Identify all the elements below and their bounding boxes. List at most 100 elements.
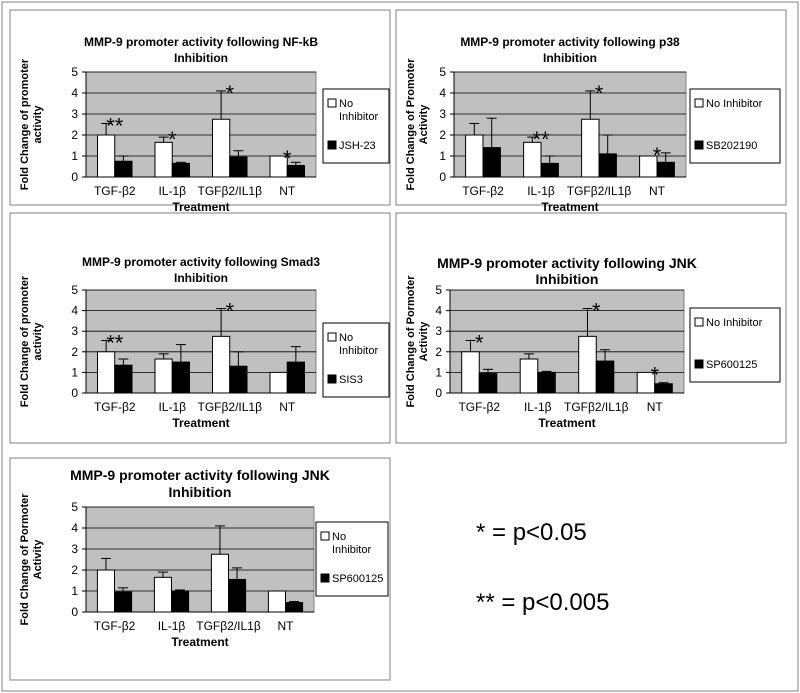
bar-no-inhibitor: [153, 576, 172, 613]
bar-inhibitor: [540, 162, 559, 178]
legend-label: Inhibitor: [332, 544, 371, 556]
legend-swatch: [694, 317, 704, 327]
significance-marker: **: [532, 127, 550, 152]
legend-swatch: [327, 374, 337, 384]
bar-inhibitor: [114, 160, 133, 178]
chart-title: MMP-9 promoter activity following p38: [460, 35, 680, 49]
bar-no-inhibitor: [97, 351, 116, 394]
legend-swatch: [694, 140, 704, 150]
bar-inhibitor: [171, 590, 190, 613]
significance-marker: *: [283, 146, 292, 171]
y-tick-label: 2: [71, 345, 78, 359]
bar-inhibitor: [595, 360, 615, 394]
y-tick-label: 4: [71, 304, 78, 318]
y-tick-label: 3: [71, 542, 78, 556]
y-tick-label: 3: [71, 107, 78, 121]
x-axis-label: Treatment: [538, 416, 595, 430]
y-axis-label-line: Fold Change of promoter: [19, 275, 31, 407]
bar-inhibitor: [482, 147, 501, 178]
category-label: TGF-β2: [462, 184, 504, 198]
legend-swatch: [320, 531, 330, 541]
chart-title: MMP-9 promoter activity following JNK: [437, 255, 697, 271]
significance-marker: *: [595, 81, 604, 106]
bar-inhibitor: [228, 578, 247, 613]
x-axis-label: Treatment: [171, 635, 228, 649]
x-axis-label: Treatment: [172, 416, 229, 430]
y-axis-label-line: Fold Change of Pormoter: [405, 275, 417, 408]
legend-swatch: [327, 332, 337, 342]
y-tick-label: 3: [435, 324, 442, 338]
category-label: IL-1β: [158, 184, 186, 198]
category-label: TGFβ2/IL1β: [567, 184, 632, 198]
bar-no-inhibitor: [212, 118, 231, 178]
y-axis-label-line: Activity: [418, 321, 430, 362]
category-label: IL-1β: [158, 400, 186, 414]
y-tick-label: 5: [71, 65, 78, 79]
chart-title: MMP-9 promoter activity following Smad3: [82, 255, 320, 269]
bar-no-inhibitor: [461, 351, 480, 394]
bar-inhibitor: [286, 361, 305, 394]
chart-title: Inhibition: [174, 51, 228, 65]
legend-label: SP600125: [332, 573, 383, 585]
category-label: TGF-β2: [94, 400, 136, 414]
bar-no-inhibitor: [212, 335, 231, 394]
x-axis-label: Treatment: [541, 200, 598, 214]
category-label: NT: [278, 619, 295, 633]
key-double-star: ** = p<0.005: [476, 589, 609, 616]
category-label: TGF-β2: [94, 184, 136, 198]
y-tick-label: 5: [71, 283, 78, 297]
category-label: TGF-β2: [458, 400, 500, 414]
chart-title: MMP-9 promoter activity following JNK: [70, 467, 330, 483]
category-label: TGFβ2/IL1β: [564, 400, 629, 414]
legend-swatch: [694, 359, 704, 369]
category-label: NT: [279, 184, 296, 198]
bar-no-inhibitor: [581, 118, 600, 178]
y-axis-label-line: activity: [32, 322, 44, 361]
category-label: TGFβ2/IL1β: [196, 619, 261, 633]
bar-no-inhibitor: [578, 335, 597, 394]
bar-no-inhibitor: [269, 371, 288, 394]
y-tick-label: 2: [435, 345, 442, 359]
y-axis-label-line: Fold Change of Promoter: [405, 58, 417, 191]
y-axis-label: Fold Change of Pormoter Activity: [405, 275, 430, 408]
y-tick-label: 3: [439, 107, 446, 121]
key-single-star: * = p<0.05: [476, 519, 587, 546]
legend-label: SB202190: [706, 140, 757, 152]
y-axis-label: Fold Change of promoter activity: [19, 58, 44, 190]
x-axis-label: Treatment: [172, 200, 229, 214]
y-tick-label: 2: [71, 563, 78, 577]
y-tick-label: 1: [71, 584, 78, 598]
y-tick-label: 5: [439, 65, 446, 79]
bar-inhibitor: [537, 371, 556, 394]
y-tick-label: 1: [439, 149, 446, 163]
chart-panel-5: 0 1 2 3 4 5 MMP-9 promoter activity following …: [9, 457, 391, 681]
significance-marker: *: [225, 81, 234, 106]
y-axis-label: Fold Change of Pormoter Activity: [19, 493, 44, 626]
bar-inhibitor: [229, 365, 248, 394]
category-label: IL-1β: [524, 400, 552, 414]
y-tick-label: 4: [71, 521, 78, 535]
bar-no-inhibitor: [96, 569, 116, 613]
y-tick-label: 5: [435, 283, 442, 297]
bar-inhibitor: [229, 156, 248, 178]
category-label: IL-1β: [527, 184, 555, 198]
legend-box: [689, 307, 781, 383]
legend-label: No: [339, 332, 353, 344]
category-label: NT: [649, 184, 666, 198]
chart-panel-4: 0 1 2 3 4 5 MMP-9 promoter activity following …: [395, 212, 787, 444]
y-axis-label-line: Fold Change of Pormoter: [19, 493, 31, 626]
legend-label: Inhibitor: [339, 345, 378, 357]
chart-panel-2: 0 1 2 3 4 5 MMP-9 promoter activity following …: [395, 9, 787, 214]
y-tick-label: 4: [435, 304, 442, 318]
chart-panel-1: 0 1 2 3 4 5 MMP-9 promoter activity following …: [9, 9, 391, 214]
y-tick-label: 0: [71, 170, 78, 184]
y-tick-label: 2: [71, 128, 78, 142]
significance-marker: *: [650, 362, 659, 387]
y-axis-label: Fold Change of promoter activity: [19, 275, 44, 407]
y-tick-label: 4: [439, 86, 446, 100]
legend-box: [689, 88, 781, 164]
